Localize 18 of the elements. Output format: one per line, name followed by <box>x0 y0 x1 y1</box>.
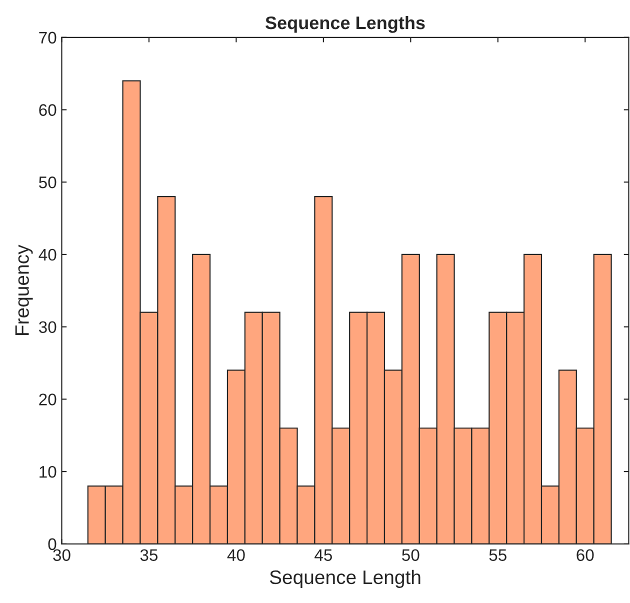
x-tick-label: 60 <box>576 549 594 562</box>
y-tick-label: 10 <box>40 466 56 478</box>
x-tick-label: 35 <box>140 549 158 562</box>
y-axis-title: Frequency <box>15 244 33 335</box>
x-tick-label: 45 <box>314 549 332 562</box>
y-tick-label: 20 <box>39 394 56 406</box>
x-tick-label: 50 <box>402 549 420 562</box>
y-tick-label: 30 <box>38 321 56 334</box>
y-tick-label: 50 <box>39 176 56 188</box>
x-axis-title: Sequence Length <box>270 570 420 588</box>
y-tick-label: 40 <box>38 248 56 261</box>
y-tick-label: 70 <box>39 32 56 44</box>
y-tick-label: 0 <box>48 538 56 550</box>
y-tick-label: 60 <box>39 104 56 116</box>
x-tick-label: 30 <box>53 549 70 562</box>
chart-title: Sequence Lengths <box>266 16 425 33</box>
x-tick-label: 55 <box>489 549 506 562</box>
x-tick-label: 40 <box>227 549 245 562</box>
